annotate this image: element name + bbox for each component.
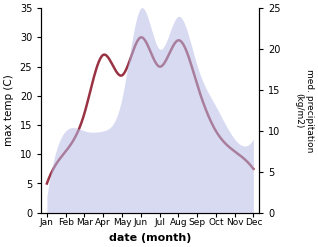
Y-axis label: max temp (C): max temp (C) — [4, 75, 14, 146]
Y-axis label: med. precipitation
(kg/m2): med. precipitation (kg/m2) — [294, 69, 314, 152]
X-axis label: date (month): date (month) — [109, 233, 191, 243]
